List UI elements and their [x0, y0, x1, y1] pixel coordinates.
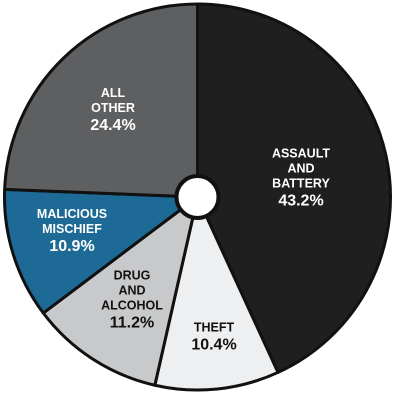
slice-category-label: MALICIOUS	[37, 207, 107, 221]
pie-slice-drug-and-alcohol	[41, 195, 199, 387]
pie-slice-assault-and-battery	[196, 2, 392, 374]
pie-slices	[3, 2, 392, 392]
slice-value-label: 24.4%	[90, 117, 135, 134]
slice-category-label: BATTERY	[272, 177, 330, 191]
slice-category-label: ALL	[101, 86, 126, 100]
slice-category-label: AND	[287, 162, 314, 176]
pie-slice-theft	[153, 195, 280, 392]
slice-category-label: OTHER	[91, 101, 135, 115]
slice-label-group: THEFT 10.4%	[191, 321, 236, 354]
slice-category-label: DRUG	[114, 269, 151, 283]
slice-category-label: ALCOHOL	[101, 299, 163, 313]
slice-value-label: 43.2%	[278, 193, 323, 210]
slice-value-label: 10.4%	[191, 337, 236, 354]
pie-slice-malicious-mischief	[3, 187, 199, 315]
slice-category-label: AND	[118, 284, 145, 298]
slice-category-label: THEFT	[194, 321, 235, 335]
pie-labels: ASSAULTANDBATTERY43.2%THEFT10.4%DRUGANDA…	[37, 86, 331, 354]
slice-category-label: ASSAULT	[272, 147, 330, 161]
slice-category-label: MISCHIEF	[42, 222, 102, 236]
center-hole	[174, 174, 221, 220]
slice-value-label: 11.2%	[110, 315, 154, 332]
slice-value-label: 10.9%	[49, 238, 94, 255]
pie-slice-all-other	[3, 2, 199, 199]
